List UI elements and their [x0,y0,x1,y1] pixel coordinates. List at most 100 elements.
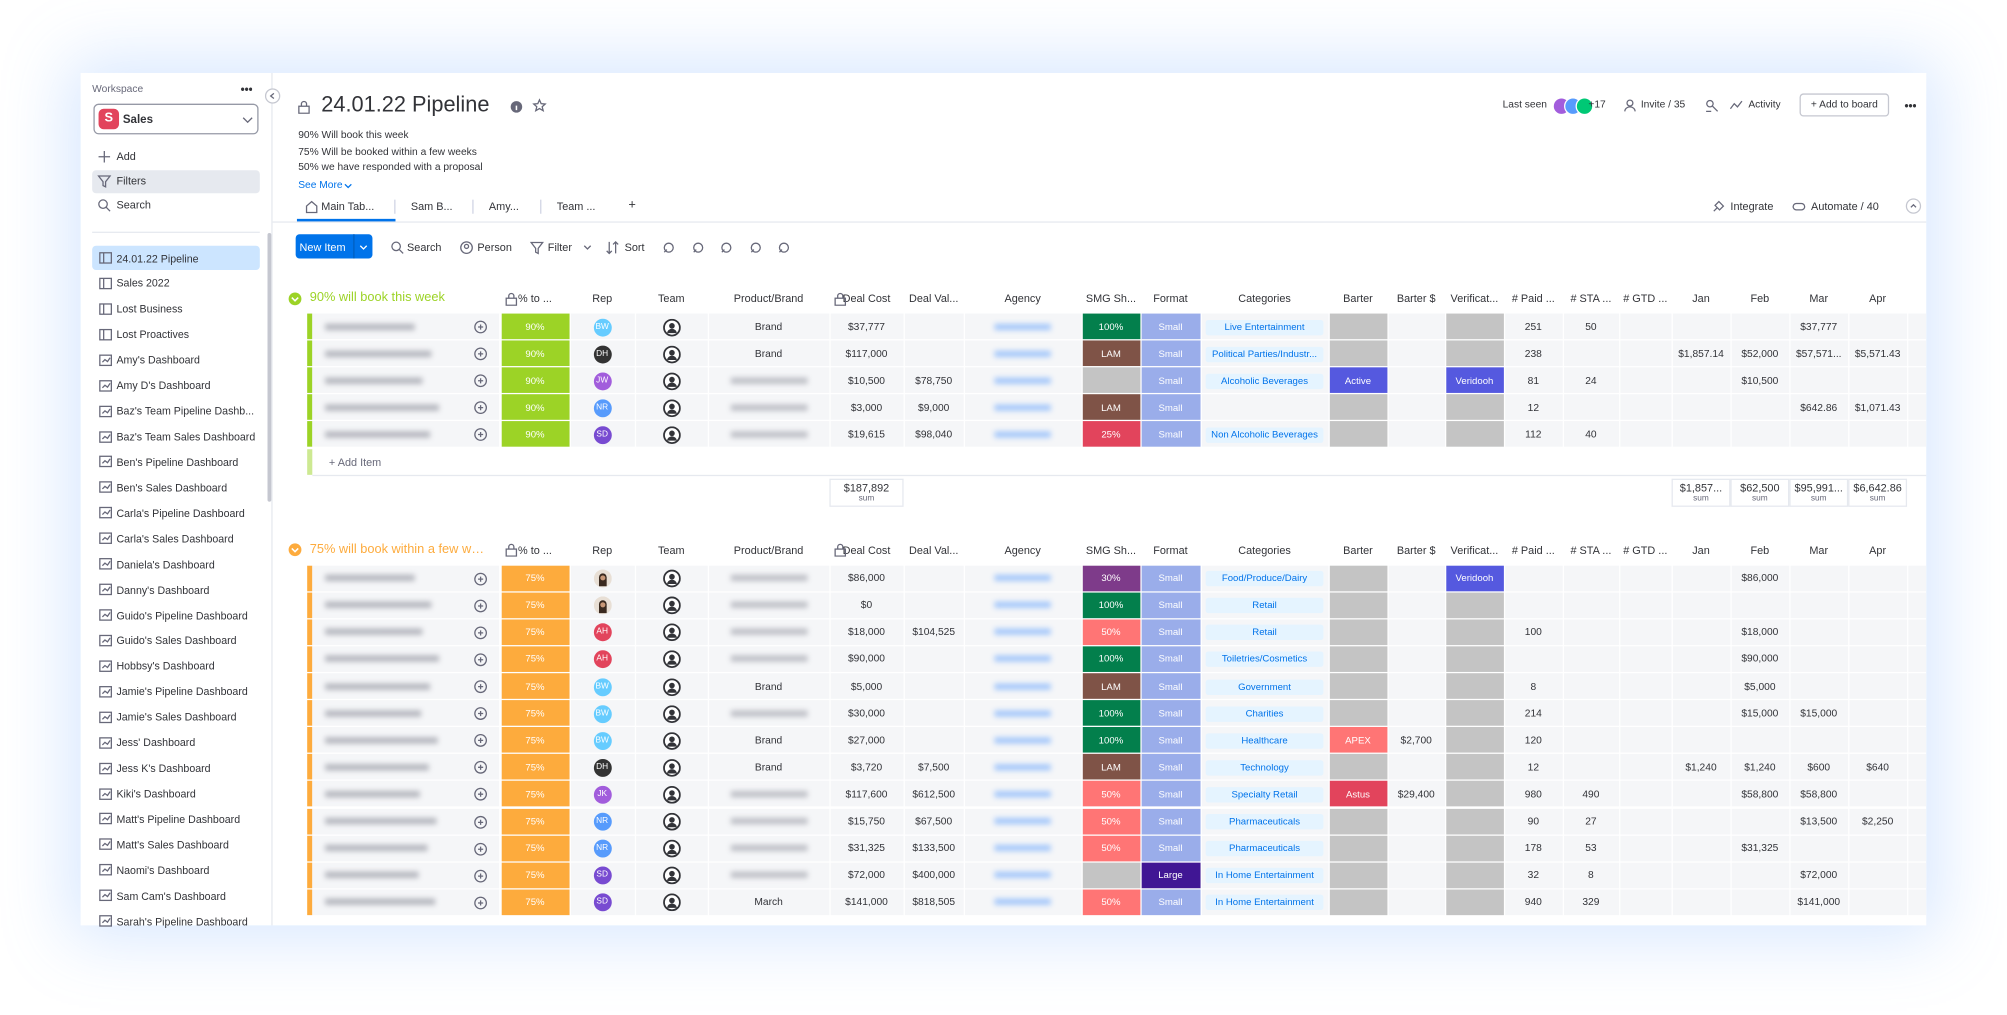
status-cell[interactable] [1329,862,1387,888]
board-link[interactable]: Guido's Sales Dashboard [116,634,237,647]
automate-button[interactable]: Automate / 40 [1811,199,1879,213]
view-tab[interactable]: + [628,198,636,213]
status-cell[interactable] [1141,646,1200,672]
sidebar-action[interactable]: Add [116,149,136,163]
status-cell[interactable] [1141,727,1200,753]
workspace-select[interactable] [93,103,259,135]
status-cell[interactable] [1329,313,1387,340]
board-link[interactable]: Kiki's Dashboard [116,787,196,800]
status-cell[interactable] [1082,340,1140,367]
status-cell[interactable] [1082,754,1140,780]
board-link[interactable]: Hobbsy's Dashboard [116,659,215,673]
status-cell[interactable] [1329,619,1387,645]
status-cell[interactable] [1445,835,1504,861]
status-cell[interactable] [1329,781,1387,807]
status-cell[interactable] [1445,313,1504,340]
board-link[interactable]: 24.01.22 Pipeline [116,251,199,265]
board-link[interactable]: Jamie's Pipeline Dashboard [116,685,248,698]
board-link[interactable]: Sarah's Pipeline Dashboard [116,914,248,928]
group-title[interactable]: 90% will book this week [309,290,445,305]
board-link[interactable]: Guido's Pipeline Dashboard [116,608,248,622]
status-cell[interactable] [1329,340,1387,367]
board-link[interactable]: Amy D's Dashboard [116,379,211,392]
status-cell[interactable] [1141,835,1200,861]
status-cell[interactable] [1329,727,1387,753]
status-cell[interactable] [1082,862,1140,888]
activity-button[interactable]: Activity [1748,98,1781,111]
board-link[interactable]: Matt's Sales Dashboard [116,838,229,851]
status-cell[interactable] [1141,781,1200,807]
board-link[interactable]: Sam Cam's Dashboard [116,889,226,903]
status-cell[interactable] [1445,367,1504,394]
status-cell[interactable] [1445,808,1504,834]
status-cell[interactable] [1082,781,1140,807]
status-cell[interactable] [1445,862,1504,888]
status-cell[interactable] [1445,889,1504,915]
board-link[interactable]: Lost Business [116,302,183,316]
status-cell[interactable] [1329,565,1387,591]
status-cell[interactable] [1445,673,1504,699]
status-cell[interactable] [1445,421,1504,448]
status-cell[interactable] [1082,592,1140,618]
status-cell[interactable] [1445,781,1504,807]
status-cell[interactable] [1082,808,1140,834]
status-cell[interactable] [1445,754,1504,780]
board-link[interactable]: Daniela's Dashboard [116,557,215,571]
status-cell[interactable] [1329,367,1387,394]
add-to-board-button[interactable] [1799,93,1890,117]
status-cell[interactable] [1141,808,1200,834]
status-cell[interactable] [1329,889,1387,915]
status-cell[interactable] [1141,313,1200,340]
collapse-header[interactable] [1905,198,1922,214]
sidebar-action[interactable]: Filters [116,174,147,187]
status-cell[interactable] [1329,700,1387,726]
status-cell[interactable] [1445,565,1504,591]
status-cell[interactable] [1141,421,1200,448]
status-cell[interactable] [1141,889,1200,915]
status-cell[interactable] [1445,340,1504,367]
search-button[interactable]: Search [407,240,442,254]
status-cell[interactable] [1082,565,1140,591]
view-tab[interactable]: Team ... [556,199,596,213]
status-cell[interactable] [1329,808,1387,834]
view-tab[interactable]: Amy... [488,199,519,213]
board-link[interactable]: Carla's Pipeline Dashboard [116,506,245,520]
status-cell[interactable] [1082,835,1140,861]
status-cell[interactable] [1082,619,1140,645]
status-cell[interactable] [1082,700,1140,726]
status-cell[interactable] [1329,592,1387,618]
status-cell[interactable] [1329,835,1387,861]
sidebar-action[interactable]: Search [116,198,151,212]
status-cell[interactable] [1141,592,1200,618]
filter-button[interactable]: Filter [547,240,572,254]
status-cell[interactable] [1082,889,1140,915]
status-cell[interactable] [1141,862,1200,888]
person-button[interactable]: Person [477,240,512,254]
status-cell[interactable] [1329,394,1387,421]
sort-button[interactable]: Sort [624,240,645,254]
board-link[interactable]: Ben's Sales Dashboard [116,481,228,494]
board-link[interactable]: Lost Proactives [116,328,190,341]
board-link[interactable]: Amy's Dashboard [116,353,200,367]
status-cell[interactable] [1141,340,1200,367]
see-more[interactable]: See More [298,179,343,191]
status-cell[interactable] [1141,394,1200,421]
board-link[interactable]: Sales 2022 [116,276,170,290]
add-item[interactable]: + Add Item [328,455,382,469]
collapse-sidebar[interactable] [264,88,281,104]
status-cell[interactable] [1445,700,1504,726]
status-cell[interactable] [1141,754,1200,780]
status-cell[interactable] [1329,754,1387,780]
board-link[interactable]: Naomi's Dashboard [116,863,210,877]
status-cell[interactable] [1082,367,1140,394]
view-tab[interactable]: Main Tab... [321,199,375,213]
new-item-button[interactable] [295,234,373,259]
status-cell[interactable] [1445,592,1504,618]
board-link[interactable]: Baz's Team Pipeline Dashb... [116,404,255,418]
status-cell[interactable] [1329,646,1387,672]
status-cell[interactable] [1082,727,1140,753]
status-cell[interactable] [1445,646,1504,672]
invite-button[interactable]: Invite / 35 [1640,98,1686,111]
board-link[interactable]: Jess K's Dashboard [116,761,211,775]
status-cell[interactable] [1082,646,1140,672]
